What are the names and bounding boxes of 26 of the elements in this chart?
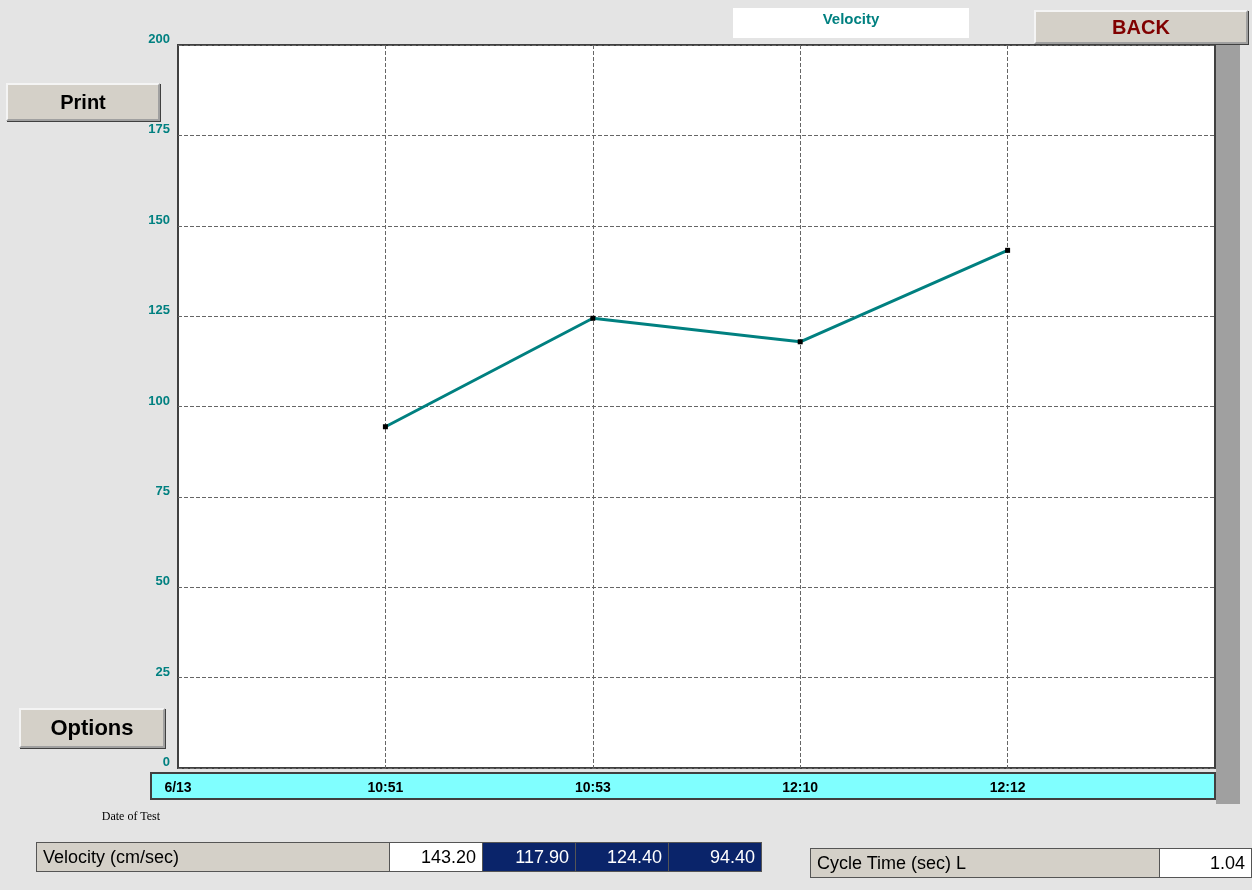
x-tick-label: 10:51 — [367, 779, 404, 795]
y-tick-label: 200 — [148, 31, 170, 46]
text: Velocity (cm/sec) — [36, 842, 390, 872]
chart-title: Velocity — [733, 8, 969, 38]
text: 1.04 — [1159, 848, 1252, 878]
text: 117.90 — [482, 842, 576, 872]
y-tick-label: 125 — [148, 302, 170, 318]
text: 124.40 — [575, 842, 669, 872]
x-tick-label: 12:10 — [782, 779, 819, 795]
text: 94.40 — [668, 842, 762, 872]
text: Print — [6, 83, 160, 121]
y-tick-label: 150 — [148, 211, 170, 227]
y-tick-label: 75 — [155, 482, 170, 498]
x-tick-label: 6/13 — [164, 779, 192, 795]
text: 143.20 — [389, 842, 483, 872]
y-tick-label: 175 — [148, 121, 170, 137]
x-axis-title: Date of Test — [101, 809, 161, 823]
y-tick-label: 50 — [155, 573, 170, 589]
y-tick-label: 0 — [162, 754, 170, 769]
y-tick-label: 25 — [155, 663, 170, 679]
y-tick-label: 100 — [148, 392, 170, 408]
x-tick-label: 10:53 — [574, 779, 611, 795]
text: BACK — [1034, 10, 1248, 44]
text: Options — [19, 708, 165, 748]
text: Cycle Time (sec) L — [810, 848, 1160, 878]
x-tick-label: 12:12 — [989, 779, 1026, 795]
